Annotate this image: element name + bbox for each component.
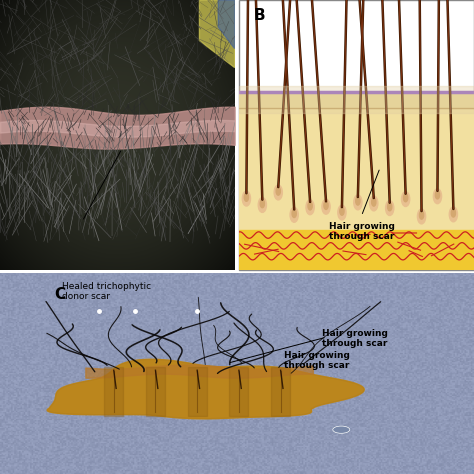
Text: Hair growing
through scar: Hair growing through scar bbox=[328, 221, 394, 241]
Ellipse shape bbox=[449, 207, 457, 222]
Text: Hair growing
through scar: Hair growing through scar bbox=[284, 351, 350, 370]
Ellipse shape bbox=[372, 198, 376, 206]
Text: Hair growing
through scar: Hair growing through scar bbox=[322, 329, 388, 348]
Ellipse shape bbox=[324, 201, 328, 210]
Ellipse shape bbox=[451, 209, 456, 217]
Bar bbox=[239, 230, 474, 270]
Ellipse shape bbox=[338, 205, 346, 220]
Ellipse shape bbox=[435, 191, 439, 199]
Polygon shape bbox=[47, 359, 364, 419]
Ellipse shape bbox=[385, 201, 394, 216]
Ellipse shape bbox=[258, 198, 266, 212]
Text: C: C bbox=[55, 287, 65, 301]
Polygon shape bbox=[218, 0, 235, 49]
Ellipse shape bbox=[306, 200, 314, 215]
Text: B: B bbox=[254, 8, 265, 23]
Ellipse shape bbox=[340, 207, 344, 215]
Text: Healed trichophytic
donor scar: Healed trichophytic donor scar bbox=[62, 282, 151, 301]
Ellipse shape bbox=[322, 199, 330, 214]
Ellipse shape bbox=[260, 200, 264, 208]
Ellipse shape bbox=[244, 193, 248, 201]
Ellipse shape bbox=[388, 203, 392, 211]
Ellipse shape bbox=[418, 209, 426, 224]
Ellipse shape bbox=[433, 189, 442, 204]
Ellipse shape bbox=[308, 202, 312, 210]
Polygon shape bbox=[47, 359, 364, 419]
Ellipse shape bbox=[292, 210, 296, 218]
Ellipse shape bbox=[356, 197, 360, 205]
Ellipse shape bbox=[276, 187, 280, 195]
Ellipse shape bbox=[354, 195, 362, 210]
Bar bbox=[239, 86, 474, 113]
Bar bbox=[239, 108, 474, 230]
Ellipse shape bbox=[401, 191, 410, 207]
Bar bbox=[239, 92, 474, 108]
Ellipse shape bbox=[419, 211, 424, 219]
Ellipse shape bbox=[274, 185, 283, 200]
Ellipse shape bbox=[403, 194, 408, 202]
Circle shape bbox=[333, 426, 350, 433]
Ellipse shape bbox=[242, 191, 251, 206]
Polygon shape bbox=[200, 0, 235, 68]
Ellipse shape bbox=[370, 196, 378, 211]
Ellipse shape bbox=[290, 208, 298, 222]
